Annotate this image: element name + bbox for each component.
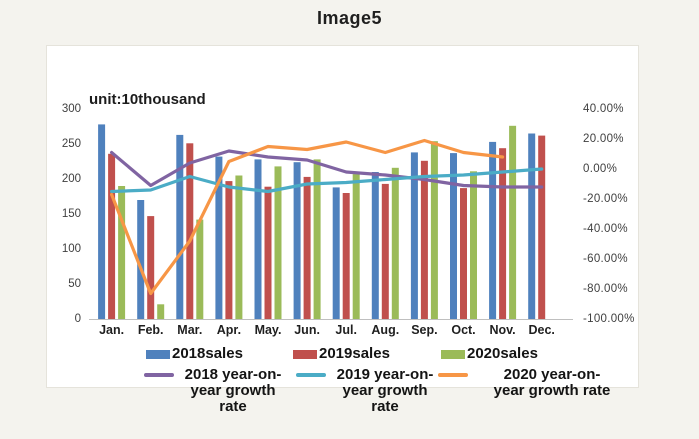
bar-2018sales-Mar [176,134,184,319]
bar-2018sales-Dec [528,133,536,319]
legend-label: 2019 year-on- year growth rate [336,366,434,415]
line-2018-year-on-year-growth-rate [109,149,544,189]
legend-item-2019sales: 2019sales [293,346,390,362]
x-axis-label-aug: Aug. [371,323,400,337]
left-axis-tick-50: 50 [68,278,81,290]
x-axis-label-jan: Jan. [99,323,125,337]
legend-swatch-2019sales [293,350,317,359]
legend-label: 2019sales [319,345,390,362]
legend-item-2020-year-on-year-growth-rate: 2020 year-on- year growth rate [438,367,633,399]
left-axis-tick-200: 200 [61,173,81,185]
bar-2018sales-Jun [293,162,301,319]
bar-2018sales-Jul [332,187,340,319]
unit-label: unit:10thousand [89,91,206,108]
bar-2019sales-Nov [499,148,507,319]
bar-2020sales-Jan [118,186,126,319]
line-2019-year-on-year-growth-rate [109,167,544,194]
legend-label: 2020sales [467,345,538,362]
legend-item-2020sales: 2020sales [441,346,538,362]
bar-2019sales-Jan [108,153,116,319]
bar-2020sales-Feb [157,304,165,319]
x-axis-label-may: May. [254,323,282,337]
x-axis-label-jun: Jun. [294,323,320,337]
bar-2020sales-Aug [391,167,399,319]
bar-2020sales-Nov [509,125,517,319]
legend-swatch-2020sales [441,350,465,359]
right-axis-tick-0.00%: 0.00% [583,163,618,175]
x-axis-label-feb: Feb. [137,323,164,337]
legend-swatch-2018sales [146,350,170,359]
bar-2018sales-Jan [98,124,106,320]
bar-2018sales-Nov [489,141,497,319]
bar-2019sales-Apr [225,181,233,319]
bar-2019sales-Dec [538,135,546,319]
left-axis-tick-0: 0 [74,313,81,325]
left-axis-tick-150: 150 [61,208,81,220]
x-axis-label-dec: Dec. [528,323,555,337]
bar-2019sales-Oct [460,188,467,319]
bar-2020sales-Oct [470,171,477,319]
bar-2020sales-Jun [313,159,321,319]
legend-swatch-2020-year-on-year-growth-rate [438,373,468,377]
bar-2020sales-Apr [235,175,243,319]
bar-2019sales-Aug [381,183,389,319]
x-axis-label-apr: Apr. [216,323,242,337]
bar-2018sales-May [254,159,262,319]
bar-2020sales-May [274,166,282,319]
legend-label: 2018sales [172,345,243,362]
bar-2019sales-Jul [342,193,350,319]
chart-title: Image5 [316,8,383,28]
legend-label: 2020 year-on- year growth rate [493,366,611,399]
bar-2019sales-Mar [186,143,194,319]
bar-2018sales-Apr [215,156,223,319]
x-axis-label-oct: Oct. [451,323,476,337]
right-axis-tick--40.00%: -40.00% [583,223,628,235]
line-2020-year-on-year-growth-rate [109,138,505,296]
bar-2018sales-Oct [450,153,457,319]
x-axis-label-nov: Nov. [489,323,516,337]
right-axis-tick--20.00%: -20.00% [583,193,628,205]
bar-2019sales-Feb [147,216,155,319]
bar-2020sales-Jul [352,174,360,319]
plot-svg [89,124,573,320]
bar-2019sales-Jun [303,176,311,319]
legend-item-2018-year-on-year-growth-rate: 2018 year-on- year growth rate [144,367,289,415]
bar-2019sales-Sep [420,160,428,319]
right-axis-tick--60.00%: -60.00% [583,253,628,265]
x-axis-label-mar: Mar. [177,323,203,337]
right-axis-tick--100.00%: -100.00% [583,313,635,325]
right-axis-tick--80.00%: -80.00% [583,283,628,295]
legend-item-2018sales: 2018sales [146,346,243,362]
x-axis-label-sep: Sep. [411,323,438,337]
bar-2018sales-Feb [137,200,145,319]
bar-2018sales-Sep [410,152,418,319]
left-axis-tick-100: 100 [61,243,81,255]
left-axis-tick-300: 300 [61,103,81,115]
right-axis-tick-40.00%: 40.00% [583,103,624,115]
bar-2018sales-Aug [371,172,379,319]
legend-swatch-2018-year-on-year-growth-rate [144,373,174,377]
left-axis-tick-250: 250 [61,138,81,150]
bar-2019sales-May [264,186,272,319]
legend-item-2019-year-on-year-growth-rate: 2019 year-on- year growth rate [296,367,441,415]
legend-swatch-2019-year-on-year-growth-rate [296,373,326,377]
bar-2020sales-Sep [430,141,438,319]
x-axis-label-jul: Jul. [335,323,357,337]
bar-2020sales-Mar [196,219,204,319]
chart-area: unit:10thousand 300 250 200 150 100 50 0 40.00… [46,45,639,415]
legend-label: 2018 year-on- year growth rate [184,366,282,415]
right-axis-tick-20.00%: 20.00% [583,133,624,145]
